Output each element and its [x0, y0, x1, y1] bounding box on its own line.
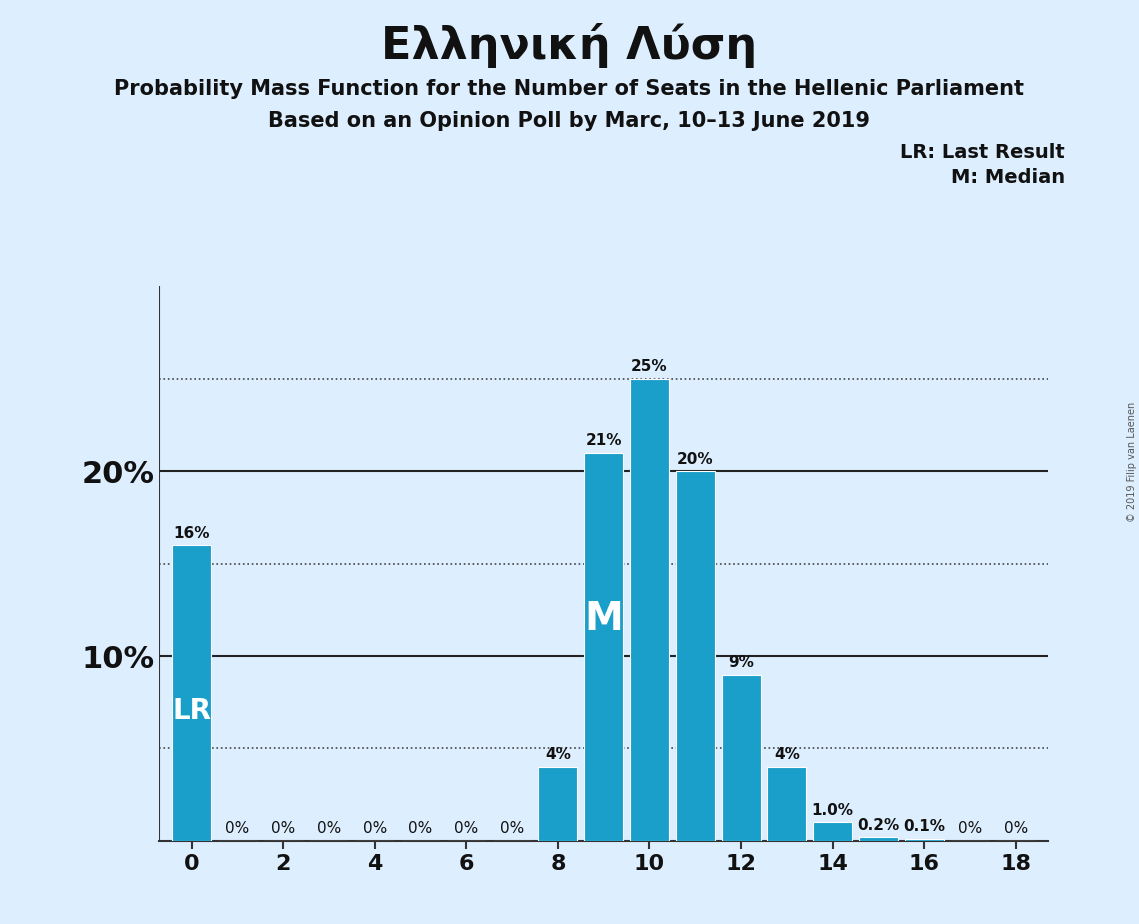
- Text: 20%: 20%: [677, 452, 713, 467]
- Text: 25%: 25%: [631, 359, 667, 374]
- Text: 16%: 16%: [173, 526, 210, 541]
- Text: 1.0%: 1.0%: [812, 803, 853, 818]
- Bar: [813, 822, 852, 841]
- Text: LR: Last Result: LR: Last Result: [900, 143, 1065, 163]
- Text: 4%: 4%: [544, 748, 571, 762]
- Text: 0.1%: 0.1%: [903, 820, 945, 834]
- Text: M: Median: M: Median: [951, 168, 1065, 188]
- Text: 0%: 0%: [271, 821, 295, 836]
- Text: M: M: [584, 600, 623, 638]
- Text: 0%: 0%: [500, 821, 524, 836]
- Text: 21%: 21%: [585, 433, 622, 448]
- Text: 0%: 0%: [409, 821, 433, 836]
- Text: Based on an Opinion Poll by Marc, 10–13 June 2019: Based on an Opinion Poll by Marc, 10–13 …: [269, 111, 870, 131]
- Text: Ελληνική Λύση: Ελληνική Λύση: [382, 23, 757, 68]
- Text: 0%: 0%: [958, 821, 982, 836]
- Text: Probability Mass Function for the Number of Seats in the Hellenic Parliament: Probability Mass Function for the Number…: [115, 79, 1024, 99]
- Text: 0%: 0%: [454, 821, 478, 836]
- Bar: [172, 545, 211, 841]
- Bar: [904, 839, 944, 841]
- Text: 0.2%: 0.2%: [858, 818, 900, 833]
- Text: LR: LR: [172, 698, 211, 725]
- Bar: [768, 767, 806, 841]
- Bar: [539, 767, 577, 841]
- Text: 4%: 4%: [773, 748, 800, 762]
- Text: 0%: 0%: [226, 821, 249, 836]
- Bar: [630, 379, 669, 841]
- Bar: [584, 453, 623, 841]
- Text: 9%: 9%: [728, 655, 754, 670]
- Text: © 2019 Filip van Laenen: © 2019 Filip van Laenen: [1126, 402, 1137, 522]
- Text: 0%: 0%: [317, 821, 341, 836]
- Text: 0%: 0%: [1003, 821, 1029, 836]
- Bar: [722, 675, 761, 841]
- Bar: [675, 471, 715, 841]
- Text: 0%: 0%: [362, 821, 387, 836]
- Bar: [859, 837, 898, 841]
